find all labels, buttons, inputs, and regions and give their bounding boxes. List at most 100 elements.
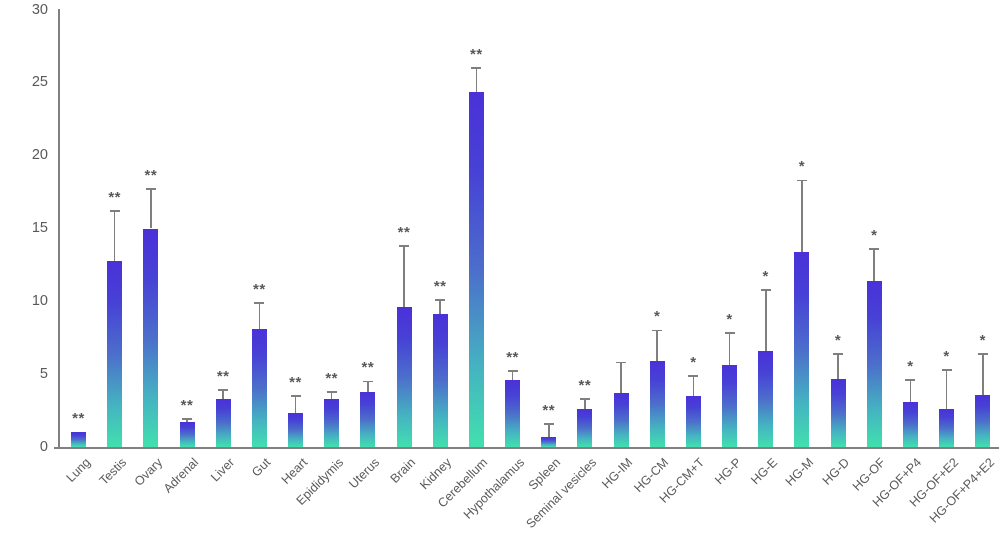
- error-bar-line: [981, 353, 984, 395]
- y-tick-label: 5: [39, 365, 48, 382]
- error-bar-line: [620, 362, 622, 394]
- significance-label: **: [144, 167, 158, 185]
- error-bar-line: [186, 419, 188, 423]
- error-bar-cap: [941, 368, 952, 371]
- y-tick-label: 20: [31, 147, 48, 164]
- bar: [758, 350, 774, 447]
- error-bar-line: [294, 396, 297, 414]
- significance-label: **: [289, 374, 302, 392]
- error-bar-line: [837, 353, 839, 379]
- error-bar-cap: [869, 247, 880, 250]
- error-bar-cap: [688, 374, 699, 377]
- significance-label: *: [907, 357, 914, 375]
- y-tick-label: 15: [31, 220, 48, 236]
- significance-label: **: [180, 397, 194, 415]
- bar: [541, 436, 557, 447]
- bar: [939, 409, 955, 447]
- error-bar-line: [547, 423, 550, 437]
- error-bar-line: [475, 68, 478, 92]
- bar: [432, 314, 448, 447]
- significance-label: **: [506, 349, 519, 367]
- error-bar-cap: [905, 379, 916, 381]
- significance-label: *: [726, 311, 733, 329]
- error-bar-line: [656, 330, 658, 362]
- error-bar-line: [728, 333, 731, 366]
- significance-label: **: [72, 410, 85, 428]
- error-bar-cap: [326, 390, 337, 393]
- x-axis-line: [54, 447, 999, 449]
- significance-label: **: [433, 277, 447, 295]
- y-tick-label: 0: [39, 438, 48, 455]
- significance-label: **: [542, 401, 556, 419]
- error-bar-line: [150, 189, 152, 229]
- significance-label: *: [690, 353, 697, 371]
- bar: [649, 361, 665, 447]
- y-tick-label: 10: [31, 292, 48, 309]
- error-bar-line: [873, 248, 876, 281]
- bar: [975, 394, 991, 447]
- error-bar-cap: [218, 389, 229, 392]
- error-bar-line: [367, 381, 369, 392]
- bar: [830, 378, 846, 447]
- significance-label: **: [325, 369, 339, 387]
- significance-label: **: [578, 376, 592, 394]
- error-bar-cap: [399, 245, 410, 247]
- error-bar-cap: [507, 370, 518, 373]
- significance-label: **: [361, 359, 375, 377]
- bar: [866, 280, 882, 447]
- error-bar-line: [945, 369, 948, 410]
- error-bar-cap: [616, 361, 627, 364]
- bar: [288, 413, 304, 447]
- error-bar-cap: [182, 418, 192, 421]
- error-bar-line: [403, 245, 405, 308]
- error-bar-line: [764, 289, 767, 351]
- significance-label: **: [216, 368, 230, 386]
- error-bar-cap: [760, 288, 771, 291]
- significance-label: *: [762, 267, 769, 285]
- significance-label: **: [397, 223, 411, 241]
- significance-label: *: [943, 347, 950, 365]
- error-bar-line: [511, 371, 514, 380]
- bar: [71, 432, 86, 447]
- y-axis-line: [58, 9, 60, 449]
- significance-label: *: [834, 331, 842, 349]
- error-bar-cap: [435, 298, 446, 301]
- error-bar-line: [222, 390, 224, 399]
- significance-label: *: [871, 226, 878, 244]
- bar: [468, 91, 484, 447]
- y-tick-label: 30: [31, 1, 48, 18]
- significance-label: **: [108, 189, 121, 207]
- y-tick-label: 25: [31, 74, 48, 91]
- bar: [107, 260, 123, 447]
- error-bar-line: [584, 398, 586, 410]
- bar: [324, 398, 340, 447]
- error-bar-line: [113, 211, 116, 261]
- error-bar-cap: [543, 422, 554, 425]
- bar: [505, 379, 521, 447]
- bar: [685, 396, 701, 447]
- error-bar-line: [439, 299, 441, 315]
- error-bar-cap: [109, 210, 120, 212]
- error-bar-line: [909, 379, 912, 402]
- bar: [143, 228, 159, 447]
- error-bar-cap: [977, 352, 988, 355]
- significance-label: **: [253, 280, 266, 298]
- error-bar-cap: [290, 395, 301, 397]
- error-bar-cap: [833, 352, 844, 355]
- error-bar-line: [330, 391, 333, 399]
- error-bar-cap: [254, 301, 265, 304]
- significance-label: *: [654, 308, 661, 326]
- error-bar-cap: [579, 398, 590, 400]
- error-bar-cap: [145, 188, 156, 191]
- bar: [902, 401, 918, 447]
- bar: [179, 422, 195, 447]
- error-bar-line: [801, 180, 803, 252]
- significance-label: **: [470, 46, 483, 64]
- bar: [396, 307, 412, 447]
- error-bar-cap: [471, 67, 482, 70]
- error-bar-cap: [652, 329, 663, 332]
- error-bar-line: [258, 302, 261, 329]
- bar: [613, 393, 629, 447]
